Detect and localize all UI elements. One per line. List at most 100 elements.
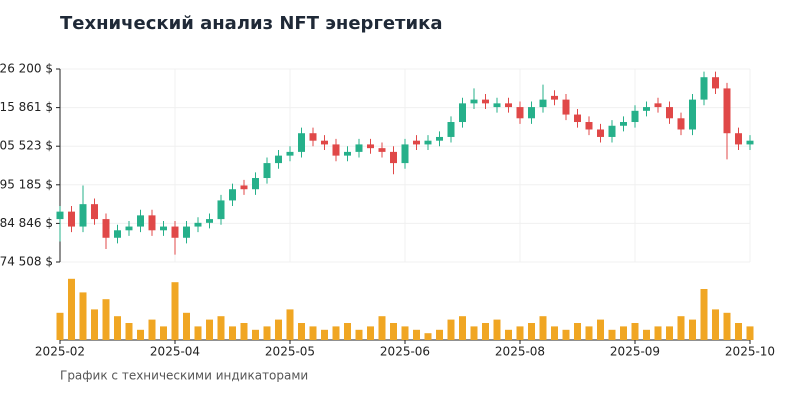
candle-body: [321, 140, 328, 145]
candle-body: [551, 95, 558, 100]
candle-body: [505, 103, 512, 108]
candle-body: [68, 211, 75, 227]
candle-body: [493, 103, 501, 108]
x-tick-label: 2025-04: [150, 345, 200, 359]
volume-bar: [102, 299, 110, 340]
volume-bar: [654, 326, 662, 340]
candle-body: [528, 107, 535, 119]
x-tick-label: 2025-06: [380, 345, 430, 359]
volume-bar: [229, 326, 236, 340]
volume-bar: [459, 316, 466, 340]
volume-bar: [194, 326, 202, 340]
x-tick-label: 2025-08: [495, 345, 545, 359]
candle-body: [459, 103, 466, 123]
candle-body: [597, 129, 604, 137]
volume-bar: [585, 326, 593, 340]
candle-body: [183, 226, 190, 238]
candle-body: [275, 155, 282, 164]
volume-bar: [551, 326, 558, 340]
volume-bar: [677, 316, 685, 340]
candle-body: [309, 133, 317, 141]
candle-body: [654, 103, 662, 108]
volume-bar: [378, 316, 386, 340]
candle-body: [217, 200, 225, 220]
candle-body: [148, 215, 156, 231]
volume-bar: [240, 323, 248, 340]
volume-bar: [620, 326, 627, 340]
volume-bar: [401, 326, 409, 340]
volume-bar: [689, 319, 696, 340]
volume-bar: [539, 316, 547, 340]
volume-bar: [666, 326, 673, 340]
candle-body: [574, 114, 581, 123]
volume-bar: [275, 319, 282, 340]
candle-body: [700, 77, 708, 100]
candle-body: [240, 185, 248, 190]
volume-bar: [171, 282, 179, 340]
y-tick-label: 105 523 $: [0, 139, 53, 153]
volume-bar: [608, 329, 616, 340]
volume-bar: [493, 319, 501, 340]
chart-title: Технический анализ NFT энергетика: [60, 13, 442, 34]
candle-body: [631, 110, 639, 123]
volume-bar: [367, 326, 374, 340]
candle-body: [194, 222, 202, 227]
volume-bar: [160, 326, 167, 340]
candle-body: [102, 219, 110, 238]
y-tick-label: 95 185 $: [0, 177, 53, 191]
volume-bar: [91, 309, 98, 340]
candle-body: [263, 163, 271, 179]
candle-body: [390, 151, 397, 164]
volume-bar: [344, 323, 351, 340]
y-tick-label: 84 846 $: [0, 216, 53, 230]
candle-body: [723, 88, 731, 134]
candle-body: [482, 99, 489, 104]
y-tick-label: 115 861 $: [0, 100, 53, 114]
candle-body: [413, 140, 420, 145]
x-tick-label: 2025-05: [265, 345, 315, 359]
volume-bar: [470, 326, 478, 340]
candle-body: [79, 204, 87, 227]
volume-bar: [482, 323, 489, 340]
candle-body: [91, 204, 98, 220]
volume-bar: [516, 326, 524, 340]
candle-body: [585, 122, 593, 130]
candle-body: [125, 226, 133, 231]
candle-body: [424, 140, 432, 145]
volume-bar: [217, 316, 225, 340]
candle-body: [206, 219, 213, 223]
candle-body: [447, 122, 455, 137]
candle-body: [378, 148, 386, 152]
candle-body: [746, 140, 754, 145]
candle-body: [229, 189, 236, 201]
volume-bar: [309, 326, 317, 340]
x-tick-label: 2025-09: [610, 345, 660, 359]
candle-body: [252, 178, 259, 190]
candle-body: [160, 226, 167, 231]
volume-bar: [631, 323, 639, 340]
volume-bar: [643, 329, 650, 340]
volume-bar: [723, 312, 731, 340]
volume-bar: [286, 309, 294, 340]
candle-body: [286, 151, 294, 156]
y-tick-label: 74 508 $: [0, 255, 53, 269]
x-tick-label: 2025-02: [35, 345, 85, 359]
volume-bar: [447, 319, 455, 340]
candle-body: [666, 107, 673, 119]
candle-body: [620, 122, 627, 126]
candle-body: [689, 99, 696, 130]
candle-body: [539, 99, 547, 108]
candle-body: [712, 77, 719, 89]
volume-bar: [206, 319, 213, 340]
candle-body: [470, 99, 478, 104]
volume-bar: [252, 329, 259, 340]
candle-body: [436, 136, 443, 141]
volume-bar: [597, 319, 604, 340]
candle-body: [355, 144, 363, 152]
volume-bar: [746, 326, 754, 340]
candle-body: [114, 230, 121, 238]
candle-body: [137, 215, 144, 227]
volume-bar: [321, 329, 328, 340]
